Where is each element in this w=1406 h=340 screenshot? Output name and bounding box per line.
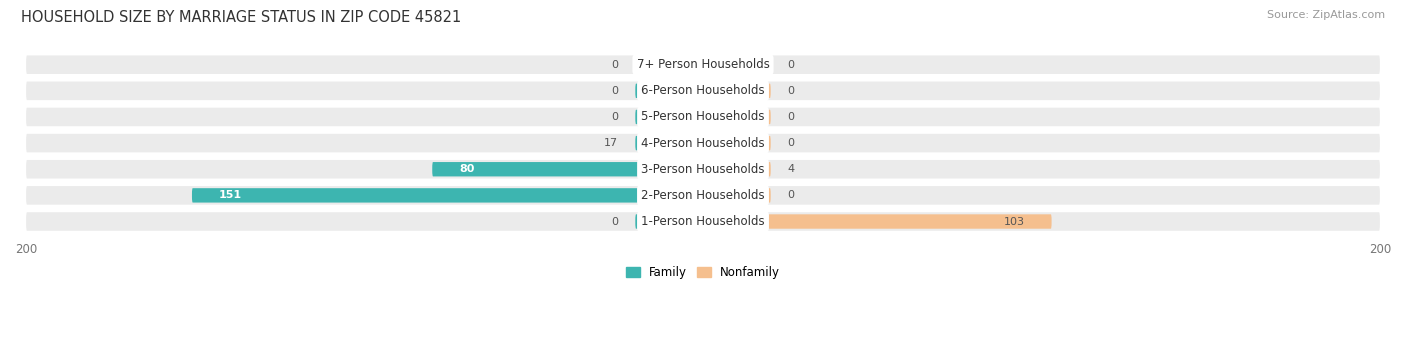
Text: 2-Person Households: 2-Person Households [641,189,765,202]
FancyBboxPatch shape [703,162,770,176]
FancyBboxPatch shape [27,186,1379,205]
Text: 3-Person Households: 3-Person Households [641,163,765,176]
Text: Source: ZipAtlas.com: Source: ZipAtlas.com [1267,10,1385,20]
Text: 0: 0 [612,86,619,96]
Text: 0: 0 [787,138,794,148]
Text: 0: 0 [787,60,794,70]
Text: 6-Person Households: 6-Person Households [641,84,765,97]
FancyBboxPatch shape [193,188,703,203]
Legend: Family, Nonfamily: Family, Nonfamily [621,261,785,284]
Text: 151: 151 [219,190,242,200]
Text: 0: 0 [787,86,794,96]
FancyBboxPatch shape [27,160,1379,178]
FancyBboxPatch shape [432,162,703,176]
Text: 4-Person Households: 4-Person Households [641,137,765,150]
FancyBboxPatch shape [27,108,1379,126]
Text: 0: 0 [612,112,619,122]
FancyBboxPatch shape [703,136,770,150]
FancyBboxPatch shape [703,84,770,98]
FancyBboxPatch shape [636,214,703,229]
FancyBboxPatch shape [703,57,770,72]
FancyBboxPatch shape [27,82,1379,100]
Text: 80: 80 [460,164,475,174]
Text: HOUSEHOLD SIZE BY MARRIAGE STATUS IN ZIP CODE 45821: HOUSEHOLD SIZE BY MARRIAGE STATUS IN ZIP… [21,10,461,25]
FancyBboxPatch shape [27,134,1379,152]
Text: 1-Person Households: 1-Person Households [641,215,765,228]
Text: 4: 4 [787,164,794,174]
FancyBboxPatch shape [27,212,1379,231]
Text: 0: 0 [612,217,619,226]
FancyBboxPatch shape [636,136,703,150]
Text: 0: 0 [612,60,619,70]
Text: 17: 17 [605,138,619,148]
Text: 0: 0 [787,112,794,122]
FancyBboxPatch shape [636,84,703,98]
Text: 7+ Person Households: 7+ Person Households [637,58,769,71]
FancyBboxPatch shape [27,55,1379,74]
Text: 103: 103 [1004,217,1025,226]
FancyBboxPatch shape [636,57,703,72]
FancyBboxPatch shape [703,110,770,124]
FancyBboxPatch shape [636,110,703,124]
FancyBboxPatch shape [703,214,1052,229]
Text: 5-Person Households: 5-Person Households [641,110,765,123]
FancyBboxPatch shape [703,188,770,203]
Text: 0: 0 [787,190,794,200]
